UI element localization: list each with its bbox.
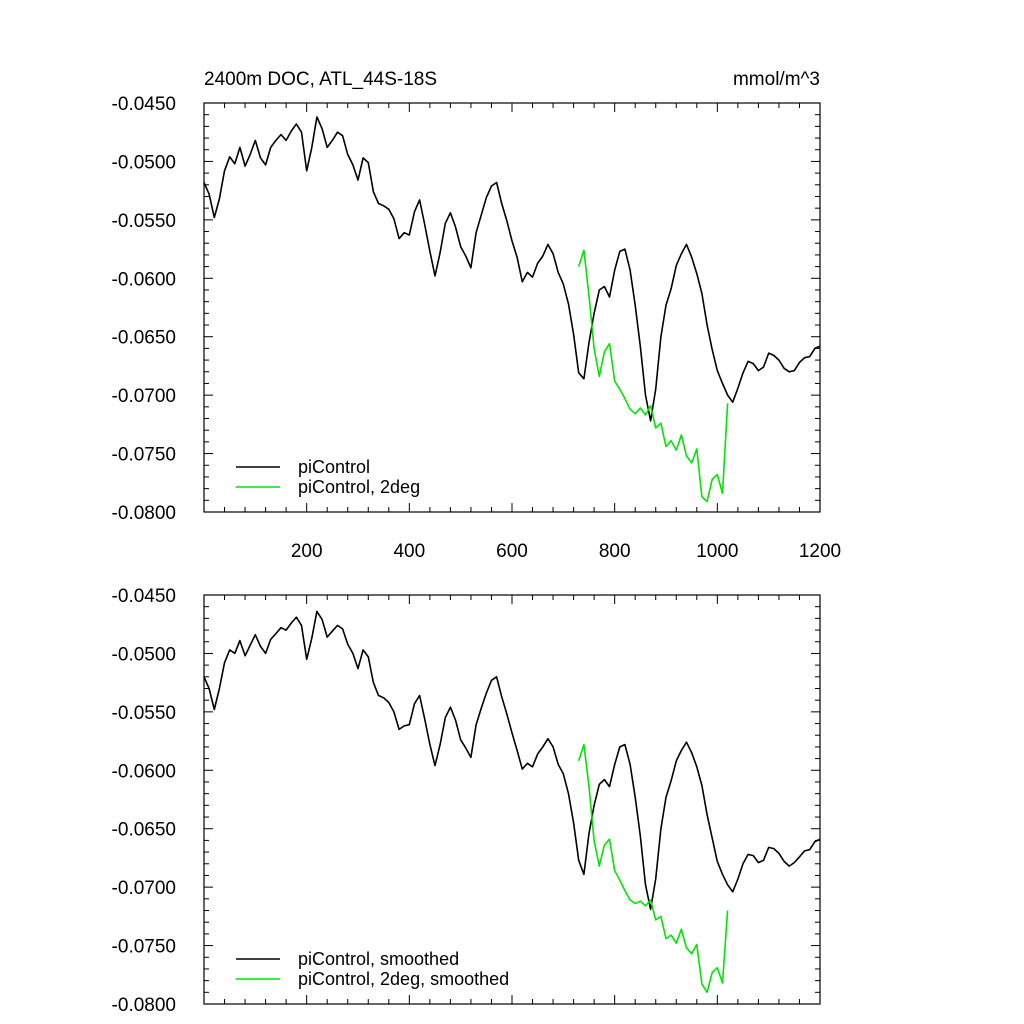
plot-frame	[203, 102, 821, 513]
y-tick-label: -0.0500	[112, 644, 176, 665]
y-tick-label: -0.0800	[112, 503, 176, 524]
series-line-picontrol-2deg	[577, 743, 729, 994]
units-label: mmol/m^3	[733, 69, 820, 90]
y-tick-label: -0.0750	[112, 937, 176, 958]
y-tick-label: -0.0700	[112, 386, 176, 407]
y-tick-label: -0.0800	[112, 995, 176, 1016]
y-tick-label: -0.0500	[112, 152, 176, 173]
series-line-picontrol	[203, 610, 821, 911]
y-tick-label: -0.0600	[112, 269, 176, 290]
plot-frame	[203, 594, 821, 1005]
series-line-picontrol	[203, 116, 821, 422]
y-tick-label: -0.0450	[112, 94, 176, 115]
series-line-picontrol-2deg	[577, 249, 729, 503]
legend-label: piControl	[298, 457, 370, 477]
x-tick-label: 1000	[696, 541, 738, 562]
y-tick-label: -0.0550	[112, 703, 176, 724]
x-tick-label: 600	[496, 541, 528, 562]
x-tick-label: 200	[291, 541, 323, 562]
legend-label: piControl, 2deg, smoothed	[298, 969, 509, 989]
legend-label: piControl, smoothed	[298, 949, 459, 969]
y-tick-label: -0.0550	[112, 211, 176, 232]
y-tick-label: -0.0600	[112, 761, 176, 782]
figure-title: 2400m DOC, ATL_44S-18S	[204, 69, 437, 90]
y-tick-label: -0.0450	[112, 586, 176, 607]
y-tick-label: -0.0700	[112, 878, 176, 899]
legend-label: piControl, 2deg	[298, 477, 420, 497]
y-tick-label: -0.0750	[112, 445, 176, 466]
top-panel: -0.0450 -0.0500 -0.0550 -0.0600 -0.0650 -0.07…	[112, 94, 842, 562]
x-tick-label: 800	[599, 541, 631, 562]
x-tick-label: 400	[393, 541, 425, 562]
bottom-panel: -0.0450 -0.0500 -0.0550 -0.0600 -0.0650 -0.07…	[112, 586, 821, 1016]
x-tick-label: 1200	[799, 541, 841, 562]
y-tick-label: -0.0650	[112, 328, 176, 349]
y-tick-label: -0.0650	[112, 820, 176, 841]
